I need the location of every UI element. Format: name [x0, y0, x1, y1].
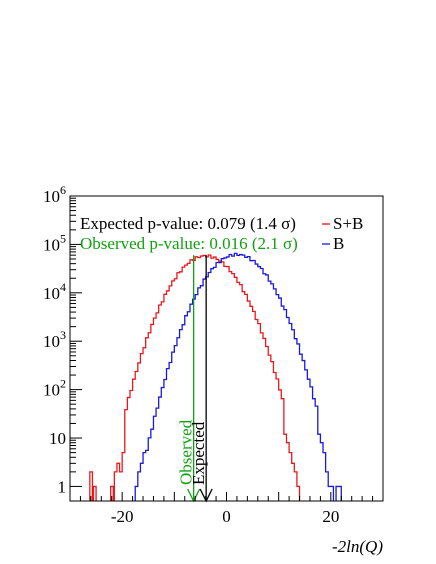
y-tick-mantissa: 10 [43, 284, 60, 303]
x-axis-label: -2ln(Q) [332, 537, 383, 556]
y-tick-label: 104 [43, 280, 66, 303]
y-tick-mantissa: 10 [43, 381, 60, 400]
x-tick-label: 0 [222, 507, 231, 526]
expected-marker-label: Expected [189, 421, 208, 485]
histogram-layer [89, 252, 342, 501]
y-tick-label: 102 [43, 377, 66, 400]
histogram-sb [89, 254, 301, 501]
legend: S+B B [322, 214, 363, 253]
y-tick-label: 106 [43, 183, 66, 206]
y-tick-label: 10 [49, 429, 66, 448]
legend-label-b: B [333, 234, 344, 253]
y-tick-exponent: 5 [60, 231, 66, 245]
y-tick-label: 1 [58, 477, 67, 496]
expected-pvalue-text: Expected p-value: 0.079 (1.4 σ) [80, 214, 296, 233]
y-tick-label: 105 [43, 231, 66, 254]
y-tick-exponent: 3 [60, 328, 66, 342]
y-tick-mantissa: 10 [49, 429, 66, 448]
x-tick-label: -20 [111, 507, 134, 526]
observed-marker-label: Observed [177, 419, 196, 485]
y-tick-mantissa: 1 [58, 477, 67, 496]
y-tick-label: 103 [43, 328, 66, 351]
legend-label-sb: S+B [333, 214, 363, 233]
y-tick-exponent: 6 [60, 183, 66, 197]
histogram-b [134, 252, 342, 501]
y-tick-mantissa: 10 [43, 187, 60, 206]
y-tick-mantissa: 10 [43, 332, 60, 351]
observed-pvalue-text: Observed p-value: 0.016 (2.1 σ) [80, 234, 298, 253]
y-tick-mantissa: 10 [43, 235, 60, 254]
y-tick-exponent: 2 [60, 377, 66, 391]
x-tick-label: 20 [322, 507, 339, 526]
y-tick-exponent: 4 [60, 280, 66, 294]
